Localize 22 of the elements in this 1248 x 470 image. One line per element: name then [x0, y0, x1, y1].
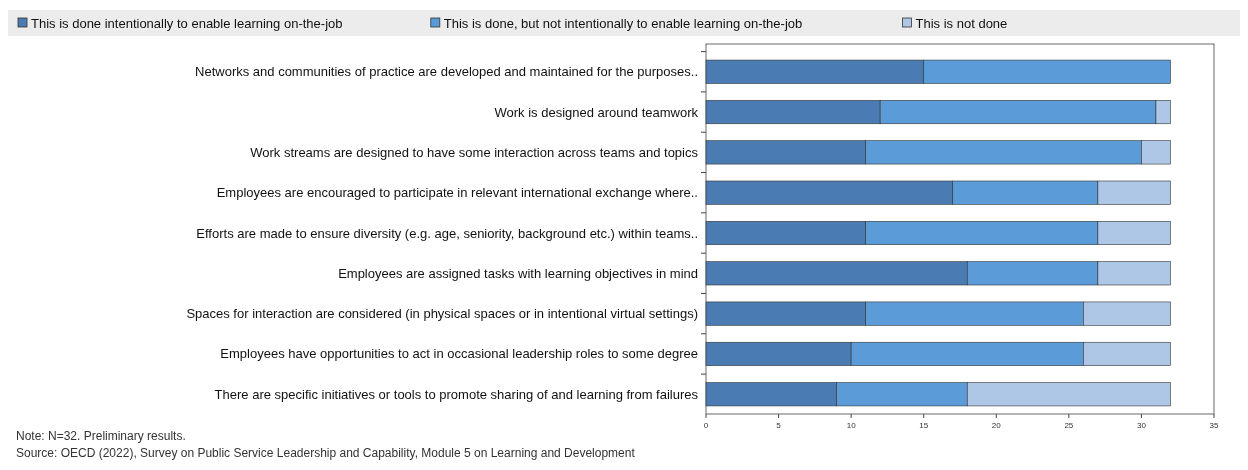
x-tick-label: 15: [919, 421, 929, 430]
y-tick-label: Work is designed around teamwork: [494, 104, 699, 120]
y-tick-label: Work streams are designed to have some interaction across teams and topics: [250, 144, 699, 160]
legend-label: This is done intentionally to enable learning on-the-job: [31, 16, 343, 31]
y-tick-label: There are specific initiatives or tools to promote sharing of and learning from failures: [214, 386, 699, 402]
y-tick-label: Employees have opportunities to act in occasional leadership roles to some degree: [220, 346, 698, 362]
y-tick-label: Networks and communities of practice are developed and maintained for the purposes..: [195, 64, 698, 80]
y-tick-label: Efforts are made to ensure diversity (e.g. age, seniority, background etc.) within teams..: [196, 225, 698, 241]
legend-label: This is not done: [915, 16, 1008, 31]
x-tick-label: 10: [846, 421, 857, 430]
x-tick-label: 30: [1136, 421, 1147, 430]
x-tick-label: 5: [776, 421, 782, 430]
x-tick-label: 0: [703, 421, 709, 430]
legend-label: This is done, but not intentionally to enable learning on-the-job: [443, 16, 803, 31]
source-note: Source: OECD (2022), Survey on Public Service Leadership and Capability, Module 5 on Learning and Development: [16, 446, 636, 460]
x-tick-label: 35: [1209, 421, 1219, 430]
y-tick-label: Employees are encouraged to participate in relevant international exchange where..: [216, 185, 698, 201]
x-tick-label: 25: [1064, 421, 1074, 430]
y-tick-label: Employees are assigned tasks with learning objectives in mind: [338, 265, 698, 281]
text: Note: N=32. Preliminary results.: [16, 429, 186, 443]
y-tick-label: Spaces for interaction are considered (in physical spaces or in intentional virtual settings): [186, 306, 698, 322]
x-tick-label: 20: [991, 421, 1002, 430]
